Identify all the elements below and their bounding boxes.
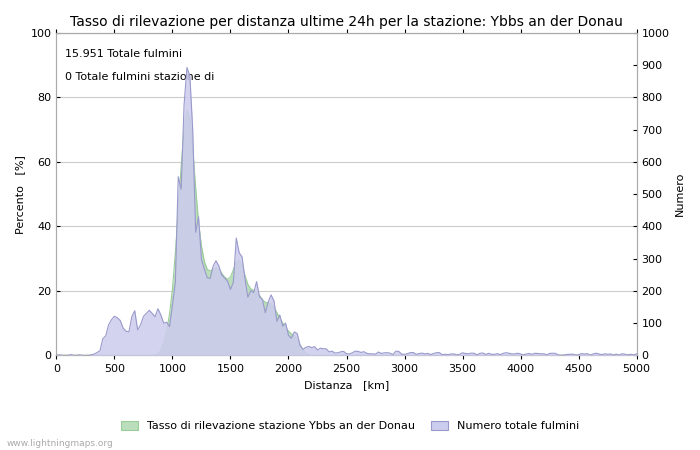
X-axis label: Distanza   [km]: Distanza [km] [304,380,389,390]
Y-axis label: Percento   [%]: Percento [%] [15,155,25,234]
Title: Tasso di rilevazione per distanza ultime 24h per la stazione: Ybbs an der Donau: Tasso di rilevazione per distanza ultime… [70,15,623,29]
Y-axis label: Numero: Numero [675,172,685,216]
Legend: Tasso di rilevazione stazione Ybbs an der Donau, Numero totale fulmini: Tasso di rilevazione stazione Ybbs an de… [116,416,584,436]
Text: 15.951 Totale fulmini: 15.951 Totale fulmini [65,49,182,59]
Text: www.lightningmaps.org: www.lightningmaps.org [7,439,113,448]
Text: 0 Totale fulmini stazione di: 0 Totale fulmini stazione di [65,72,214,81]
